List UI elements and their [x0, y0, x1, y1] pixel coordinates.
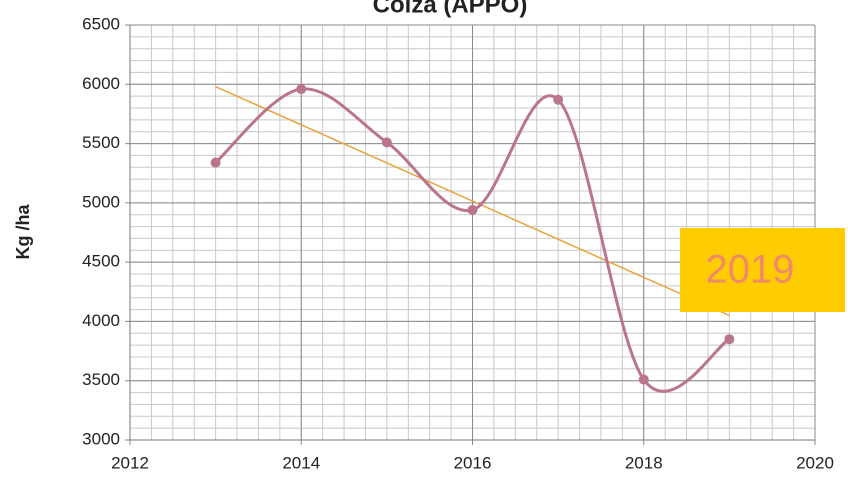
y-tick-label: 3000: [82, 429, 120, 448]
trendline: [215, 85, 730, 317]
y-tick-label: 4500: [82, 252, 120, 271]
data-point: [210, 157, 221, 168]
y-tick-label: 3500: [82, 370, 120, 389]
y-tick-label: 5500: [82, 133, 120, 152]
x-tick-label: 2020: [796, 453, 834, 472]
y-tick-label: 5000: [82, 192, 120, 211]
chart-title: Colza (APPO): [373, 0, 528, 18]
x-tick-label: 2016: [454, 453, 492, 472]
data-point: [553, 94, 564, 105]
data-point: [467, 204, 478, 215]
annotation-text: 2019: [706, 248, 795, 292]
x-tick-label: 2012: [111, 453, 149, 472]
data-point: [296, 84, 307, 95]
data-point: [724, 334, 735, 345]
y-tick-label: 6500: [82, 14, 120, 33]
data-point: [381, 137, 392, 148]
annotation-box: [680, 228, 845, 312]
y-tick-label: 6000: [82, 74, 120, 93]
data-point: [638, 374, 649, 385]
x-tick-label: 2014: [282, 453, 320, 472]
y-tick-label: 4000: [82, 311, 120, 330]
y-axis-title: Kg /ha: [13, 204, 33, 260]
x-tick-label: 2018: [625, 453, 663, 472]
